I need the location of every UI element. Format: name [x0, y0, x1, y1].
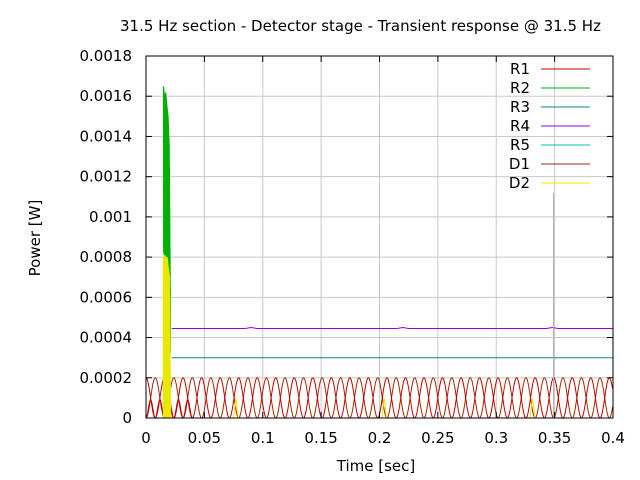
x-tick-label: 0.2	[368, 429, 392, 447]
y-tick-label: 0.0018	[80, 47, 133, 65]
r4-line	[171, 326, 613, 329]
legend-label: R2	[510, 79, 530, 97]
x-axis-label: Time [sec]	[336, 457, 415, 475]
x-tick-label: 0.1	[251, 429, 275, 447]
y-tick-label: 0.0008	[80, 248, 133, 266]
x-tick-label: 0.3	[484, 429, 508, 447]
legend-label: R5	[510, 136, 530, 154]
legend-label: R4	[510, 117, 530, 135]
series-r2	[163, 86, 171, 353]
y-tick-label: 0.0002	[80, 369, 133, 387]
y-tick-label: 0.0012	[80, 168, 133, 186]
d2-spike	[233, 397, 239, 419]
y-tick-label: 0.0014	[80, 127, 133, 145]
x-tick-label: 0.25	[421, 429, 454, 447]
y-tick-label: 0.0016	[80, 87, 133, 105]
legend-label: D1	[509, 155, 530, 173]
x-tick-label: 0.4	[601, 429, 625, 447]
y-tick-label: 0	[122, 409, 132, 427]
x-tick-label: 0.35	[538, 429, 571, 447]
y-tick-label: 0.001	[89, 208, 132, 226]
d2-line	[162, 255, 172, 419]
d2-spike	[529, 397, 536, 419]
y-tick-label: 0.0006	[80, 288, 133, 306]
chart-title: 31.5 Hz section - Detector stage - Trans…	[120, 17, 601, 35]
y-tick-label: 0.0004	[80, 329, 133, 347]
legend-label: R3	[510, 98, 530, 116]
x-tick-label: 0.15	[304, 429, 337, 447]
series-r4	[171, 326, 613, 329]
d2-spike	[381, 397, 387, 419]
x-tick-label: 0.05	[188, 429, 221, 447]
r2-line	[163, 86, 171, 353]
y-axis-label: Power [W]	[26, 200, 44, 277]
legend-label: D2	[509, 174, 530, 192]
ticks: 0 0.0002 0.0004 0.0006 0.0008 0.001 0.0012 0.00…	[80, 47, 625, 447]
series-d2	[162, 255, 536, 419]
legend-label: R1	[510, 60, 530, 78]
x-tick-label: 0	[141, 429, 151, 447]
